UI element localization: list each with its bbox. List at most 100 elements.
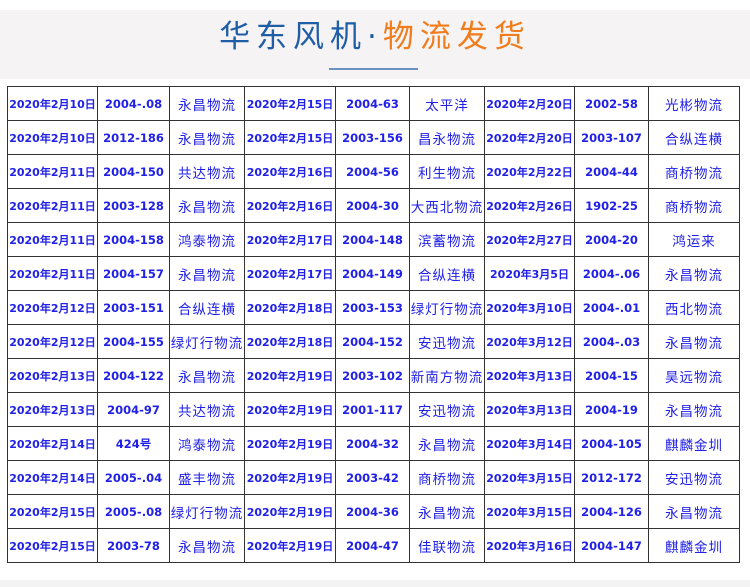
waybill-number-cell: 2004-152	[335, 324, 410, 359]
ship-date-cell: 2020年2月19日	[244, 528, 336, 563]
carrier-cell: 安迅物流	[648, 460, 740, 495]
ship-date-cell: 2020年3月10日	[484, 290, 575, 325]
waybill-number-cell: 2004-97	[97, 392, 170, 427]
ship-date-cell: 2020年3月13日	[484, 392, 575, 427]
carrier-cell: 永昌物流	[648, 256, 740, 291]
waybill-number-cell: 2012-172	[574, 460, 649, 495]
carrier-cell: 永昌物流	[648, 392, 740, 427]
ship-date-cell: 2020年2月16日	[244, 154, 336, 189]
table-row: 2020年2月14日 424号 鸿泰物流 2020年2月19日 2004-32 永昌物流 2…	[7, 426, 740, 461]
table-row: 2020年2月13日 2004-122 永昌物流 2020年2月19日 2003-102…	[7, 358, 740, 393]
table-row: 2020年2月15日 2003-78 永昌物流 2020年2月19日 2004-47 佳联…	[7, 528, 740, 563]
carrier-cell: 佳联物流	[409, 528, 485, 563]
header-banner	[0, 10, 750, 79]
ship-date-cell: 2020年2月12日	[7, 324, 98, 359]
waybill-number-cell: 424号	[97, 426, 170, 461]
carrier-cell: 绿灯行物流	[169, 324, 245, 359]
ship-date-cell: 2020年2月19日	[244, 426, 336, 461]
table-row: 2020年2月12日 2004-155 绿灯行物流 2020年2月18日 2004-15…	[7, 324, 740, 359]
waybill-number-cell: 2004-157	[97, 256, 170, 291]
carrier-cell: 鸿运来	[648, 222, 740, 257]
carrier-cell: 永昌物流	[169, 120, 245, 155]
carrier-cell: 商桥物流	[648, 188, 740, 223]
waybill-number-cell: 1902-25	[574, 188, 649, 223]
ship-date-cell: 2020年2月18日	[244, 290, 336, 325]
carrier-cell: 合纵连横	[169, 290, 245, 325]
shipment-table: 2020年2月10日 2004-.08 永昌物流 2020年2月15日 2004-63 太…	[7, 86, 740, 563]
table-row: 2020年2月13日 2004-97 共达物流 2020年2月19日 2001-117 安…	[7, 392, 740, 427]
carrier-cell: 安迅物流	[409, 324, 485, 359]
carrier-cell: 共达物流	[169, 154, 245, 189]
ship-date-cell: 2020年2月14日	[7, 426, 98, 461]
waybill-number-cell: 2003-42	[335, 460, 410, 495]
carrier-cell: 盛丰物流	[169, 460, 245, 495]
carrier-cell: 商桥物流	[409, 460, 485, 495]
carrier-cell: 新南方物流	[409, 358, 485, 393]
table-row: 2020年2月10日 2004-.08 永昌物流 2020年2月15日 2004-63 太…	[7, 86, 740, 121]
table-row: 2020年2月11日 2004-158 鸿泰物流 2020年2月17日 2004-148…	[7, 222, 740, 257]
waybill-number-cell: 2004-150	[97, 154, 170, 189]
waybill-number-cell: 2003-128	[97, 188, 170, 223]
waybill-number-cell: 2004-.06	[574, 256, 649, 291]
ship-date-cell: 2020年2月15日	[244, 86, 336, 121]
table-row: 2020年2月10日 2012-186 永昌物流 2020年2月15日 2003-156…	[7, 120, 740, 155]
ship-date-cell: 2020年2月26日	[484, 188, 575, 223]
waybill-number-cell: 2003-107	[574, 120, 649, 155]
carrier-cell: 滨蓄物流	[409, 222, 485, 257]
footer-strip	[0, 580, 750, 587]
carrier-cell: 永昌物流	[169, 256, 245, 291]
waybill-number-cell: 2004-19	[574, 392, 649, 427]
ship-date-cell: 2020年3月12日	[484, 324, 575, 359]
waybill-number-cell: 2012-186	[97, 120, 170, 155]
ship-date-cell: 2020年3月14日	[484, 426, 575, 461]
ship-date-cell: 2020年2月11日	[7, 154, 98, 189]
carrier-cell: 鸿泰物流	[169, 426, 245, 461]
ship-date-cell: 2020年2月16日	[244, 188, 336, 223]
carrier-cell: 昌永物流	[409, 120, 485, 155]
ship-date-cell: 2020年2月11日	[7, 222, 98, 257]
carrier-cell: 安迅物流	[409, 392, 485, 427]
carrier-cell: 西北物流	[648, 290, 740, 325]
waybill-number-cell: 2004-126	[574, 494, 649, 529]
waybill-number-cell: 2004-56	[335, 154, 410, 189]
waybill-number-cell: 2004-.08	[97, 86, 170, 121]
ship-date-cell: 2020年2月15日	[244, 120, 336, 155]
waybill-number-cell: 2004-105	[574, 426, 649, 461]
waybill-number-cell: 2002-58	[574, 86, 649, 121]
ship-date-cell: 2020年2月12日	[7, 290, 98, 325]
carrier-cell: 永昌物流	[169, 188, 245, 223]
waybill-number-cell: 2004-30	[335, 188, 410, 223]
ship-date-cell: 2020年2月11日	[7, 256, 98, 291]
carrier-cell: 商桥物流	[648, 154, 740, 189]
ship-date-cell: 2020年2月19日	[244, 358, 336, 393]
ship-date-cell: 2020年2月17日	[244, 222, 336, 257]
ship-date-cell: 2020年2月10日	[7, 120, 98, 155]
waybill-number-cell: 2004-122	[97, 358, 170, 393]
waybill-number-cell: 2003-151	[97, 290, 170, 325]
waybill-number-cell: 2004-32	[335, 426, 410, 461]
ship-date-cell: 2020年3月13日	[484, 358, 575, 393]
waybill-number-cell: 2004-147	[574, 528, 649, 563]
waybill-number-cell: 2003-153	[335, 290, 410, 325]
table-row: 2020年2月11日 2003-128 永昌物流 2020年2月16日 2004-30 大…	[7, 188, 740, 223]
ship-date-cell: 2020年3月15日	[484, 494, 575, 529]
carrier-cell: 绿灯行物流	[409, 290, 485, 325]
carrier-cell: 合纵连横	[409, 256, 485, 291]
ship-date-cell: 2020年3月16日	[484, 528, 575, 563]
waybill-number-cell: 2005-.04	[97, 460, 170, 495]
table-row: 2020年2月11日 2004-150 共达物流 2020年2月16日 2004-56 利…	[7, 154, 740, 189]
waybill-number-cell: 2003-78	[97, 528, 170, 563]
title-subject: 物流发货	[382, 19, 531, 55]
ship-date-cell: 2020年2月20日	[484, 120, 575, 155]
title-underline	[329, 68, 418, 70]
carrier-cell: 永昌物流	[648, 324, 740, 359]
waybill-number-cell: 2004-158	[97, 222, 170, 257]
ship-date-cell: 2020年3月15日	[484, 460, 575, 495]
ship-date-cell: 2020年2月13日	[7, 392, 98, 427]
waybill-number-cell: 2004-148	[335, 222, 410, 257]
ship-date-cell: 2020年2月18日	[244, 324, 336, 359]
carrier-cell: 大西北物流	[409, 188, 485, 223]
ship-date-cell: 2020年3月5日	[484, 256, 575, 291]
ship-date-cell: 2020年2月13日	[7, 358, 98, 393]
waybill-number-cell: 2003-102	[335, 358, 410, 393]
